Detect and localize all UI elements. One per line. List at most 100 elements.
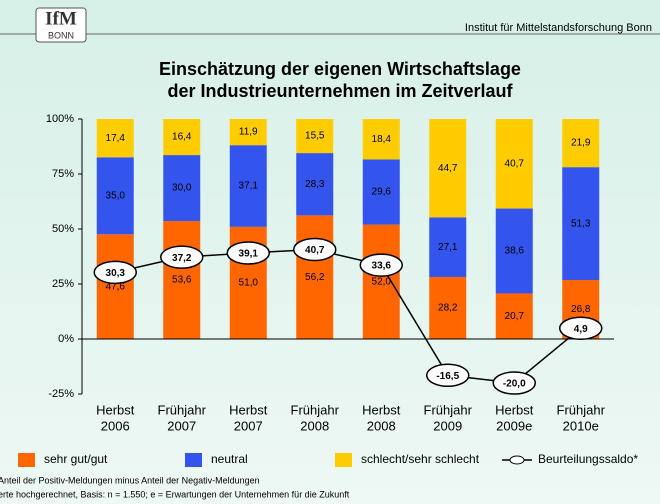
chart-title: der Industrieunternehmen im Zeitverlauf xyxy=(167,81,513,101)
saldo-label: -20,0 xyxy=(503,379,526,390)
x-tick-label: 2008 xyxy=(300,418,329,433)
bar-segment xyxy=(296,119,334,154)
x-tick-label: 2010e xyxy=(563,418,599,433)
x-tick-label: Frühjahr xyxy=(557,402,606,417)
bar-segment xyxy=(96,157,134,235)
saldo-label: 37,2 xyxy=(172,253,192,264)
bar-segment xyxy=(429,217,467,277)
saldo-marker xyxy=(293,237,337,262)
value-label: 15,5 xyxy=(305,131,325,142)
saldo-marker xyxy=(226,241,270,265)
legend-label: sehr gut/gut xyxy=(44,452,108,466)
value-label: 44,7 xyxy=(438,163,458,174)
saldo-marker xyxy=(492,371,536,395)
value-label: 21,9 xyxy=(571,138,591,149)
bar-segment xyxy=(495,293,533,339)
bar-segment xyxy=(495,208,533,294)
x-tick-label: 2009 xyxy=(433,418,462,433)
value-label: 28,3 xyxy=(305,179,325,190)
value-label: 38,6 xyxy=(505,246,525,257)
x-tick-label: Herbst xyxy=(96,402,135,417)
x-tick-label: 2009e xyxy=(496,418,532,433)
legend-swatch xyxy=(185,453,202,467)
bar-segment xyxy=(229,145,267,227)
value-label: 11,9 xyxy=(239,127,258,138)
saldo-label: -16,5 xyxy=(436,371,459,382)
legend-label: Beurteilungssaldo* xyxy=(538,452,638,466)
saldo-marker xyxy=(426,363,470,388)
bar-segment xyxy=(429,119,467,218)
x-tick-label: Frühjahr xyxy=(424,402,473,417)
x-tick-label: Herbst xyxy=(495,402,534,417)
legend-marker xyxy=(509,455,525,465)
value-label: 53,6 xyxy=(172,275,192,286)
x-tick-label: 2007 xyxy=(167,418,196,433)
saldo-label: 30,3 xyxy=(106,268,126,279)
x-tick-label: Herbst xyxy=(362,402,401,417)
value-label: 29,6 xyxy=(372,187,392,198)
bar-segment xyxy=(296,215,334,339)
x-tick-label: 2006 xyxy=(101,418,130,433)
y-tick-label: 75% xyxy=(52,168,74,180)
value-label: 16,4 xyxy=(172,132,192,143)
legend-label: neutral xyxy=(211,452,248,466)
bar-segment xyxy=(163,155,201,222)
saldo-label: 4,9 xyxy=(574,324,588,335)
saldo-marker xyxy=(359,253,403,277)
logo-text: IfM xyxy=(45,8,77,29)
value-label: 40,7 xyxy=(505,158,525,169)
y-tick-label: -25% xyxy=(48,388,74,400)
y-tick-label: 25% xyxy=(52,278,74,290)
y-tick-label: 0% xyxy=(58,333,74,345)
value-label: 51,0 xyxy=(239,278,259,289)
value-label: 47,6 xyxy=(106,281,126,292)
value-label: 18,4 xyxy=(372,134,392,145)
bar-segment xyxy=(562,119,600,168)
bar-segment xyxy=(429,276,467,339)
value-label: 28,2 xyxy=(438,303,458,314)
bar-segment xyxy=(495,119,533,209)
y-tick-label: 50% xyxy=(52,223,74,235)
x-tick-label: 2008 xyxy=(367,418,396,433)
bar-segment xyxy=(163,221,201,339)
x-tick-label: Frühjahr xyxy=(158,402,207,417)
value-label: 30,0 xyxy=(172,183,192,194)
bar-segment xyxy=(229,119,267,146)
bar-segment xyxy=(362,119,400,160)
bar-segment xyxy=(562,167,600,281)
chart-title: Einschätzung der eigenen Wirtschaftslage xyxy=(159,59,521,79)
value-label: 37,1 xyxy=(239,181,259,192)
bar-segment xyxy=(96,234,134,339)
legend-swatch xyxy=(18,453,35,467)
legend-label: schlecht/sehr schlecht xyxy=(361,452,480,466)
bar-segment xyxy=(362,224,400,339)
logo xyxy=(35,7,87,43)
footnote: erte hochgerechnet, Basis: n = 1.550; e … xyxy=(0,489,350,499)
value-label: 26,8 xyxy=(571,304,591,315)
saldo-label: 40,7 xyxy=(305,245,325,256)
bar-segment xyxy=(362,159,400,225)
bar-segment xyxy=(163,119,201,156)
footnote: Anteil der Positiv-Meldungen minus Antei… xyxy=(0,475,260,485)
value-label: 56,2 xyxy=(305,272,325,283)
saldo-marker xyxy=(160,245,204,269)
institute: Institut für Mittelstandsforschung Bonn xyxy=(465,22,652,34)
x-tick-label: Herbst xyxy=(229,402,268,417)
legend-swatch xyxy=(335,453,352,467)
value-label: 51,3 xyxy=(571,218,591,229)
saldo-marker xyxy=(93,260,137,285)
value-label: 27,1 xyxy=(438,242,458,253)
x-tick-label: 2007 xyxy=(234,418,263,433)
saldo-label: 39,1 xyxy=(239,249,259,260)
value-label: 17,4 xyxy=(106,133,126,144)
bar-segment xyxy=(296,153,334,216)
x-tick-label: Frühjahr xyxy=(291,402,340,417)
value-label: 35,0 xyxy=(106,190,126,201)
saldo-label: 33,6 xyxy=(372,261,392,272)
bar-segment xyxy=(96,119,134,158)
value-label: 20,7 xyxy=(505,311,525,322)
saldo-marker xyxy=(559,316,603,340)
y-tick-label: 100% xyxy=(46,113,74,125)
value-label: 52,0 xyxy=(372,276,392,287)
